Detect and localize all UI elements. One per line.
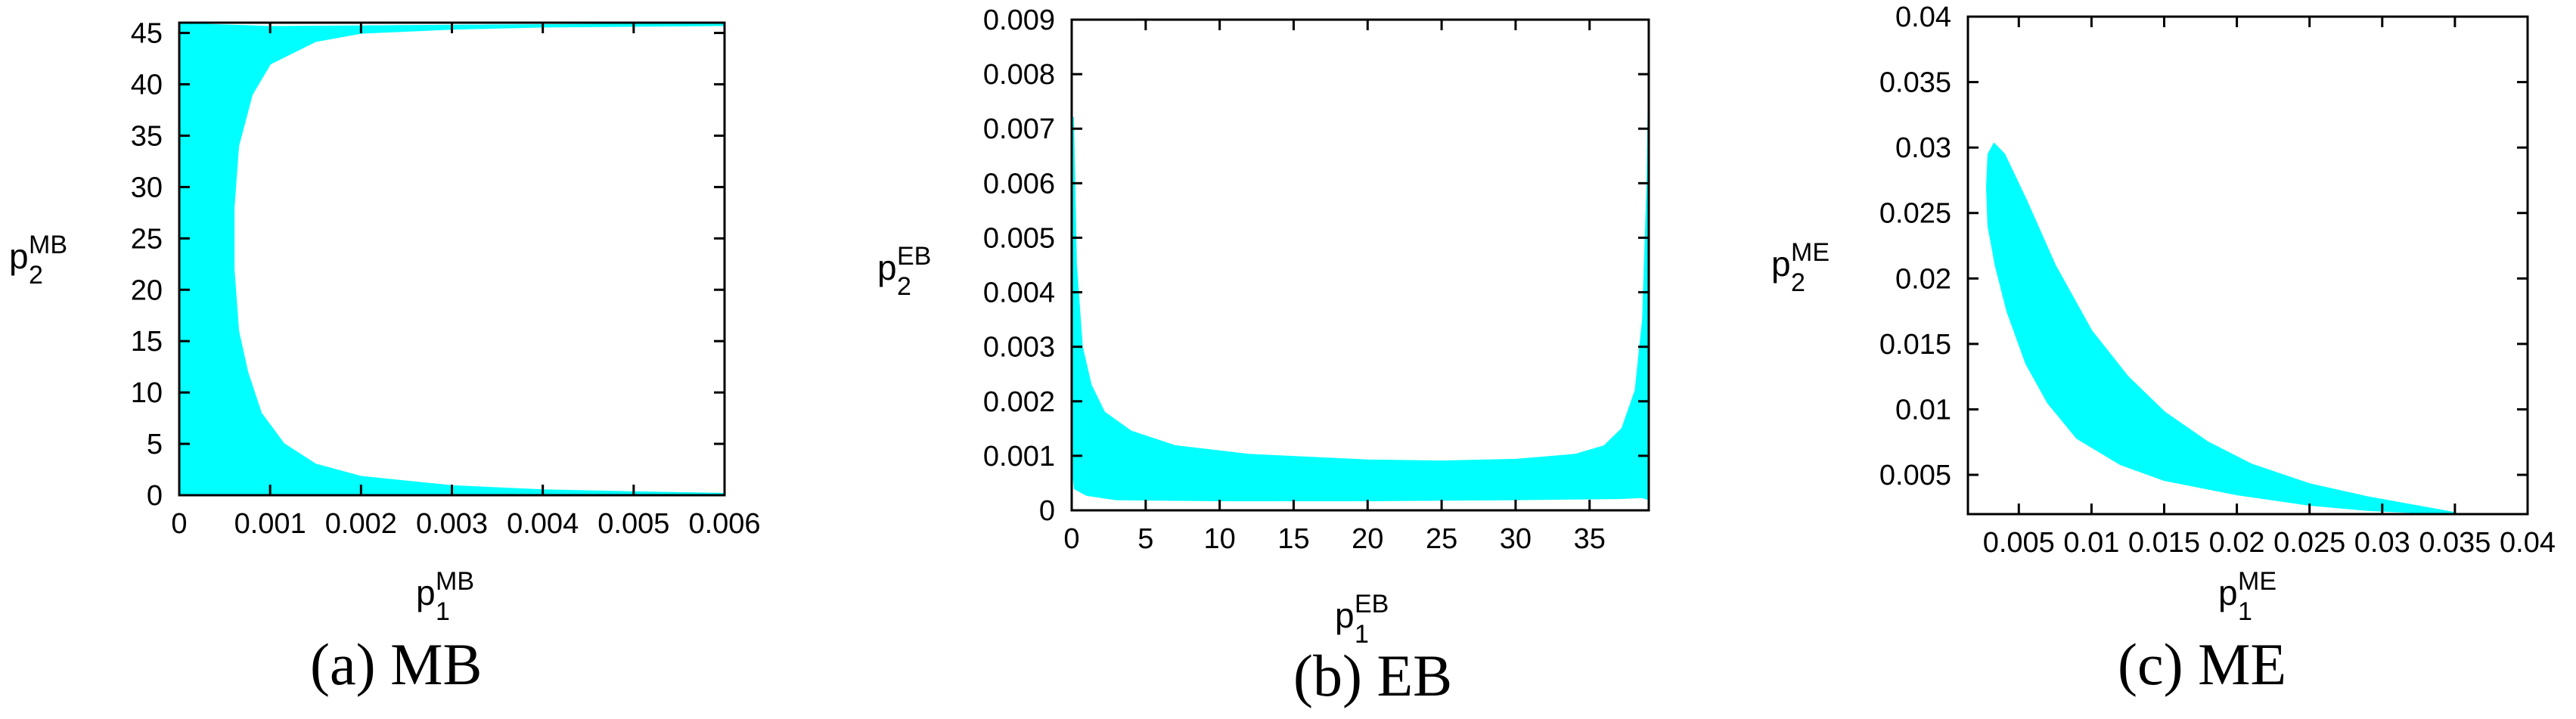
panel-mb: 0 0.001 0.002 0.003 0.004 0.005 0.006 0 5 10 15 20 2… <box>9 18 761 697</box>
panel-eb-ylabel: pEB 2 <box>877 242 931 301</box>
x-tick-label: 0.003 <box>416 508 488 540</box>
panel-mb-region <box>180 23 725 496</box>
y-tick-label: 0.008 <box>983 59 1055 91</box>
x-tick-label: 0.002 <box>325 508 397 540</box>
panel-eb-ylabel-base: p <box>877 248 897 287</box>
y-tick-label: 25 <box>131 223 163 255</box>
panel-eb-xlabel-sub: 1 <box>1355 620 1369 649</box>
panel-mb-xlabel: pMB 1 <box>416 567 474 626</box>
panel-me-ticks: 0.005 0.01 0.015 0.02 0.025 0.03 0.035 0.040.00… <box>1879 2 2556 559</box>
panel-eb-region <box>1072 84 1650 501</box>
y-tick-label: 0.006 <box>983 168 1055 200</box>
panel-eb-frame <box>1070 18 1650 512</box>
x-tick-label: 25 <box>1426 523 1457 555</box>
panel-eb-ticks: 0 5 10 15 20 25 30 35 0 0.001 0.002 0.003 0.004 0.005… <box>983 5 1649 555</box>
x-tick-label: 5 <box>1137 523 1153 555</box>
panel-eb-xlabel-sup: EB <box>1355 590 1389 618</box>
y-tick-label: 20 <box>131 274 163 306</box>
x-tick-label: 0.025 <box>2273 527 2345 559</box>
x-tick-label: 0.001 <box>234 508 306 540</box>
panel-mb-ylabel-base: p <box>9 237 29 276</box>
y-tick-label: 15 <box>131 326 163 358</box>
x-tick-label: 35 <box>1574 523 1606 555</box>
panel-me-xlabel: pME 1 <box>2218 567 2277 626</box>
x-tick-label: 0 <box>1063 523 1079 555</box>
panel-mb-caption: (a) MB <box>310 631 482 697</box>
y-tick-label: 10 <box>131 377 163 409</box>
panel-mb-feasible-region <box>180 23 725 496</box>
y-tick-label: 0.007 <box>983 113 1055 145</box>
x-tick-label: 10 <box>1204 523 1236 555</box>
y-tick-label: 0 <box>147 480 163 512</box>
panel-me-feasible-region <box>1986 143 2456 514</box>
x-tick-label: 0.005 <box>597 508 669 540</box>
y-tick-label: 0.005 <box>1879 460 1951 491</box>
x-tick-label: 0 <box>171 508 187 540</box>
x-tick-label: 0.004 <box>507 508 579 540</box>
x-tick-label: 20 <box>1352 523 1383 555</box>
x-tick-label: 0.006 <box>688 508 760 540</box>
panel-mb-ylabel: pMB 2 <box>9 231 67 290</box>
y-tick-label: 0.035 <box>1879 67 1951 99</box>
panel-me-region <box>1986 143 2456 514</box>
y-tick-label: 0.005 <box>983 222 1055 254</box>
x-tick-label: 0.035 <box>2419 527 2491 559</box>
panel-mb-xlabel-sub: 1 <box>436 597 450 626</box>
y-tick-label: 0 <box>1039 495 1055 527</box>
y-tick-label: 30 <box>131 172 163 203</box>
y-tick-label: 0.002 <box>983 386 1055 418</box>
y-tick-label: 45 <box>131 18 163 50</box>
y-tick-label: 0.04 <box>1895 2 1951 33</box>
y-tick-label: 5 <box>147 429 163 460</box>
x-tick-label: 30 <box>1500 523 1532 555</box>
panel-me-ylabel-base: p <box>1771 244 1791 284</box>
panel-mb-ylabel-sub: 2 <box>29 261 43 290</box>
x-tick-label: 0.015 <box>2128 527 2200 559</box>
panel-me-ylabel-sub: 2 <box>1791 268 1805 297</box>
panel-mb-xlabel-sup: MB <box>436 567 474 596</box>
panel-me-xlabel-base: p <box>2218 573 2238 612</box>
y-tick-label: 0.009 <box>983 5 1055 36</box>
x-tick-label: 0.005 <box>1983 527 2055 559</box>
panel-me-frame <box>1966 15 2529 516</box>
y-tick-label: 35 <box>131 120 163 152</box>
panel-eb-xlabel-base: p <box>1335 596 1355 635</box>
x-tick-label: 0.04 <box>2500 527 2556 559</box>
panel-eb-caption: (b) EB <box>1293 643 1452 708</box>
y-tick-label: 0.02 <box>1895 263 1951 295</box>
panel-me-xlabel-sup: ME <box>2238 567 2277 596</box>
y-tick-label: 0.004 <box>983 277 1055 309</box>
panel-eb: 0 5 10 15 20 25 30 35 0 0.001 0.002 0.003 0.004 0.005… <box>877 5 1650 708</box>
y-tick-label: 0.001 <box>983 441 1055 473</box>
x-tick-label: 0.03 <box>2354 527 2410 559</box>
panel-eb-ylabel-sup: EB <box>897 242 931 271</box>
x-tick-label: 0.01 <box>2063 527 2119 559</box>
panel-me-ylabel-sup: ME <box>1791 238 1830 267</box>
y-tick-label: 0.015 <box>1879 329 1951 361</box>
panel-mb-xlabel-base: p <box>416 573 436 612</box>
panel-me: 0.005 0.01 0.015 0.02 0.025 0.03 0.035 0.040.00… <box>1771 2 2556 697</box>
x-tick-label: 15 <box>1277 523 1309 555</box>
y-tick-label: 0.01 <box>1895 394 1951 426</box>
y-tick-label: 0.03 <box>1895 132 1951 164</box>
panel-me-xlabel-sub: 1 <box>2238 597 2252 626</box>
panel-mb-ticks: 0 0.001 0.002 0.003 0.004 0.005 0.006 0 5 10 15 20 2… <box>131 18 761 540</box>
x-tick-label: 0.02 <box>2209 527 2265 559</box>
panel-mb-ylabel-sup: MB <box>29 231 67 259</box>
y-tick-label: 0.025 <box>1879 198 1951 230</box>
y-tick-label: 0.003 <box>983 332 1055 364</box>
panel-me-ylabel: pME 2 <box>1771 238 1830 297</box>
panel-eb-xlabel: pEB 1 <box>1335 590 1389 649</box>
panel-eb-feasible-region <box>1072 84 1650 501</box>
panel-me-caption: (c) ME <box>2118 631 2286 697</box>
y-tick-label: 40 <box>131 70 163 101</box>
panel-eb-ylabel-sub: 2 <box>897 272 911 301</box>
